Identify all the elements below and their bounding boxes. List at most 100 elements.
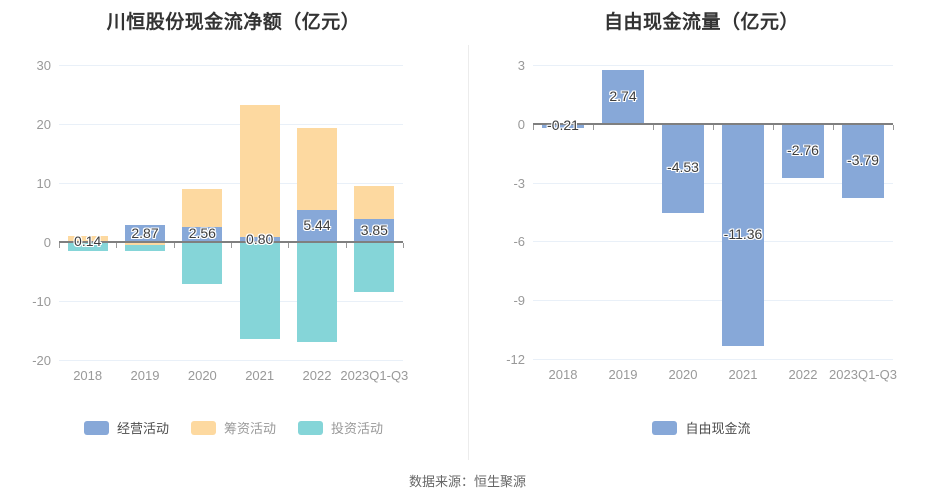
y-axis-tick-label: 20 <box>36 117 51 132</box>
zero-axis-line <box>533 122 893 125</box>
axis-tick <box>59 243 60 248</box>
bar-segment[interactable] <box>182 188 223 227</box>
chart-title-net-cash-flow: 川恒股份现金流净额（亿元） <box>106 12 361 33</box>
y-axis-tick-label: -9 <box>513 293 525 309</box>
legend-item-label: 经营活动 <box>116 421 169 436</box>
y-axis-tick-label: -10 <box>32 294 51 309</box>
axis-tick <box>403 243 404 248</box>
legend-swatch-icon <box>298 420 323 435</box>
bar-segment[interactable] <box>67 235 108 242</box>
chart-title-free-cash-flow: 自由现金流量（亿元） <box>603 12 799 33</box>
bar-segment[interactable] <box>722 123 764 347</box>
axis-tick <box>173 243 175 248</box>
bar-value-label: -4.53 <box>667 159 699 176</box>
bar-segment[interactable] <box>297 242 337 343</box>
y-axis-tick-label: 0 <box>517 116 525 132</box>
legend-item-label: 自由现金流 <box>685 421 751 436</box>
bar-value-label: -0.21 <box>547 116 579 133</box>
gridline <box>533 182 893 184</box>
bar-segment[interactable] <box>542 123 584 128</box>
legend-item-label: 筹资活动 <box>223 421 276 436</box>
bar-segment[interactable] <box>842 123 884 199</box>
zero-axis-line <box>59 241 403 243</box>
x-axis-category-label: 2021 <box>245 368 275 383</box>
gridline <box>59 65 403 66</box>
bar-segment[interactable] <box>239 237 280 242</box>
gridline <box>59 301 403 302</box>
x-axis-category-label: 2021 <box>728 367 758 382</box>
gridline <box>533 300 893 302</box>
gridline <box>533 359 893 360</box>
x-axis-category-label: 2018 <box>548 367 578 382</box>
gridline <box>533 65 893 66</box>
bar-segment[interactable] <box>297 127 337 210</box>
legend-item[interactable]: 筹资活动 <box>190 418 276 437</box>
y-axis-tick-label: 10 <box>36 176 51 191</box>
net-cash-flow-plot: 30 20 10 0 -10 -20 0.14 2018 2.87 2019 2.56 2020 0.8… <box>32 58 408 383</box>
bar-segment[interactable] <box>662 123 704 213</box>
bar-segment[interactable] <box>125 242 165 245</box>
x-axis-category-label: 2020 <box>187 368 217 383</box>
axis-tick <box>593 124 594 130</box>
net-cash-flow-legend: 经营活动 筹资活动 投资活动 <box>0 418 467 437</box>
x-axis-category-label: 2022 <box>788 367 818 382</box>
bar-segment[interactable] <box>782 123 824 178</box>
bar-value-label: 2.56 <box>188 225 216 242</box>
bar-segment[interactable] <box>297 209 337 242</box>
gridline <box>533 241 893 243</box>
free-cash-flow-chart-panel: 自由现金流量（亿元） 3 0 -3 -6 -9 -12 -0.21 2018 2.74 2019 -… <box>468 0 935 460</box>
axis-tick <box>533 124 534 130</box>
y-axis-tick-label: -20 <box>32 353 51 368</box>
legend-item[interactable]: 自由现金流 <box>652 418 751 437</box>
y-axis-tick-label: -6 <box>513 234 525 250</box>
bar-segment[interactable] <box>354 185 395 220</box>
legend-swatch-icon <box>83 420 109 435</box>
legend-item[interactable]: 经营活动 <box>83 418 169 437</box>
net-cash-flow-chart-panel: 川恒股份现金流净额（亿元） 30 20 10 0 -10 -20 0.14 2018 2.87 2… <box>0 0 467 460</box>
x-axis-category-label: 2023Q1-Q3 <box>829 367 897 382</box>
axis-tick <box>288 243 290 248</box>
bar-segment[interactable] <box>67 242 108 251</box>
axis-tick <box>713 124 714 130</box>
y-axis-tick-label: 0 <box>43 235 51 250</box>
legend-swatch-icon <box>190 420 216 435</box>
axis-tick <box>773 124 774 130</box>
data-source-caption: 数据来源：恒生聚源 <box>408 474 526 489</box>
bar-value-label: 2.74 <box>609 87 637 104</box>
bar-segment[interactable] <box>125 225 165 242</box>
legend-swatch-icon <box>652 420 678 435</box>
gridline <box>59 124 403 125</box>
x-axis-category-label: 2023Q1-Q3 <box>340 368 409 383</box>
legend-item[interactable]: 投资活动 <box>298 418 383 437</box>
x-axis-category-label: 2022 <box>302 368 332 383</box>
bar-segment[interactable] <box>239 242 280 339</box>
legend-item-label: 投资活动 <box>331 421 384 436</box>
bar-segment[interactable] <box>602 70 644 124</box>
x-axis-category-label: 2020 <box>668 367 698 382</box>
bar-value-label: 3.85 <box>360 221 388 238</box>
bar-segment[interactable] <box>354 242 395 293</box>
free-cash-flow-plot: 3 0 -3 -6 -9 -12 -0.21 2018 2.74 2019 -4.53 2020 -11… <box>506 58 897 382</box>
free-cash-flow-legend: 自由现金流 <box>468 418 935 437</box>
gridline <box>59 183 403 184</box>
x-axis-category-label: 2018 <box>73 368 103 383</box>
axis-tick <box>231 243 232 248</box>
axis-tick <box>893 124 894 130</box>
y-axis-tick-label: -3 <box>513 175 525 191</box>
axis-tick <box>116 243 118 248</box>
x-axis-category-label: 2019 <box>608 367 638 382</box>
bar-value-label: 2.87 <box>131 224 159 241</box>
y-axis-tick-label: -12 <box>506 352 525 367</box>
bar-segment[interactable] <box>239 105 280 238</box>
bar-segment[interactable] <box>125 244 165 252</box>
axis-tick <box>833 124 834 130</box>
bar-segment[interactable] <box>354 219 395 242</box>
bar-value-label: 5.44 <box>303 216 331 233</box>
bar-segment[interactable] <box>182 242 223 285</box>
x-axis-category-label: 2019 <box>130 368 160 383</box>
bar-value-label: -2.76 <box>787 141 819 158</box>
bar-value-label: 0.14 <box>74 232 102 249</box>
bar-segment[interactable] <box>182 226 223 242</box>
panel-divider <box>468 45 469 460</box>
axis-tick <box>653 124 654 130</box>
